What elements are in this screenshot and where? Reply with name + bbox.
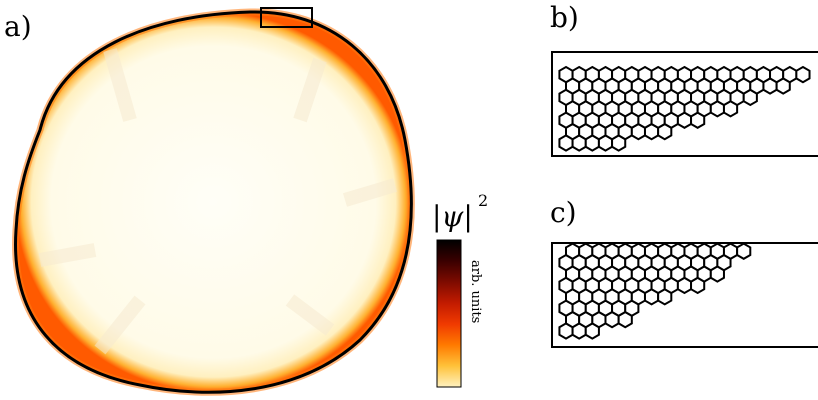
panel-c-hex-cell (578, 242, 594, 260)
panel-b-lattice (558, 65, 811, 152)
panel-b-hex-cell (571, 65, 587, 84)
panel-c-label: c) (550, 196, 577, 229)
panel-c-hex-cell (630, 242, 646, 260)
panel-b-hex-cell (663, 65, 679, 84)
panel-b-hex-cell (624, 65, 640, 84)
panel-b-hex-cell (769, 65, 785, 84)
panel-b-hex-cell (716, 65, 732, 84)
panel-c-hex-cell (591, 242, 607, 260)
colorbar-symbol: |ψ| (432, 200, 473, 233)
colorbar-exponent: 2 (478, 191, 488, 210)
colorbar-units: arb. units (468, 260, 483, 323)
panel-b-hex-cell (597, 65, 614, 84)
panel-c-hex-cell (657, 242, 673, 260)
panel-c-hex-cell (709, 242, 725, 260)
panel-c: c) (550, 196, 818, 348)
panel-b-hex-cell (637, 65, 653, 84)
panel-c-hex-cell (683, 242, 699, 260)
panel-c-hex-cell (604, 242, 620, 260)
panel-a: a) (4, 7, 415, 396)
colorbar: |ψ| 2 arb. units (432, 191, 488, 388)
panel-b-hex-cell (782, 65, 798, 84)
panel-b-hex-cell (742, 65, 758, 84)
panel-c-lattice (558, 242, 752, 340)
panel-c-hex-cell (736, 242, 752, 260)
flake-density-fill (15, 11, 412, 393)
panel-c-hex-cell (670, 242, 686, 260)
zoom-region-box (260, 7, 313, 28)
panel-c-hex-cell (565, 242, 581, 260)
panel-b-hex-cell (795, 65, 811, 84)
panel-b-hex-cell (676, 65, 693, 84)
panel-c-hex-cell (722, 242, 739, 260)
facet-shading (38, 48, 398, 355)
panel-a-label: a) (4, 10, 32, 43)
panel-b-hex-cell (650, 65, 666, 84)
panel-b-hex-cell (755, 65, 772, 84)
flake-outline (14, 10, 413, 394)
panel-b-hex-cell (690, 65, 706, 84)
panel-b-hex-cell (703, 65, 719, 84)
panel-c-hex-cell (617, 242, 633, 260)
colorbar-gradient (436, 239, 462, 388)
panel-b-label: b) (550, 1, 579, 34)
panel-b-hex-cell (558, 65, 574, 84)
panel-b-hex-cell (729, 65, 745, 84)
panel-c-hex-cell (696, 242, 712, 260)
panel-c-hex-cell (643, 242, 660, 260)
panel-b-hex-cell (611, 65, 627, 84)
panel-b-hex-cell (584, 65, 600, 84)
panel-b: b) (550, 1, 818, 157)
